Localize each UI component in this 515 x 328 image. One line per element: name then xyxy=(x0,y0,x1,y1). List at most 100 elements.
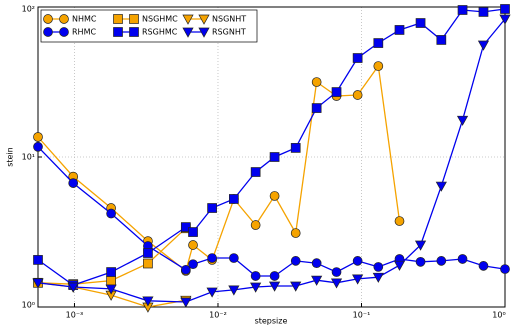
data-point xyxy=(331,87,342,97)
data-point xyxy=(456,115,469,126)
legend-label: RSGHMC xyxy=(142,28,178,37)
data-point xyxy=(352,274,364,285)
data-point xyxy=(207,203,217,213)
data-point xyxy=(142,296,154,307)
data-point xyxy=(207,253,217,263)
data-point xyxy=(180,297,192,308)
legend-marker xyxy=(43,14,53,24)
data-point xyxy=(206,287,218,298)
data-point xyxy=(290,256,301,266)
data-point xyxy=(477,40,490,51)
data-point xyxy=(415,18,426,28)
legend-label: RHMC xyxy=(72,28,96,37)
data-point xyxy=(290,228,301,238)
data-point xyxy=(68,178,79,188)
legend-marker xyxy=(129,27,139,37)
data-point xyxy=(229,253,239,263)
data-point xyxy=(250,167,261,177)
data-point xyxy=(394,216,405,226)
y-tick-label: 10² xyxy=(22,5,35,14)
legend-label: NSGNHT xyxy=(212,15,246,24)
x-axis-label: stepsize xyxy=(255,317,288,326)
data-point xyxy=(352,256,363,266)
legend-marker xyxy=(182,14,194,25)
legend-box xyxy=(40,9,258,43)
series-line xyxy=(37,8,506,286)
data-point xyxy=(180,222,191,232)
y-tick-label: 10⁰ xyxy=(22,301,35,310)
data-point xyxy=(106,267,116,277)
data-point xyxy=(188,259,198,270)
data-point xyxy=(457,5,468,15)
data-point xyxy=(330,278,343,289)
data-point xyxy=(33,141,43,152)
data-point xyxy=(229,194,239,204)
data-point xyxy=(331,267,342,277)
x-tick-label: 10⁻³ xyxy=(66,311,84,320)
x-tick-label: 10⁻² xyxy=(209,311,227,320)
legend-label: RSGNHT xyxy=(212,28,246,37)
data-point xyxy=(372,272,384,283)
data-point xyxy=(373,61,384,71)
data-point xyxy=(143,248,153,258)
legend-marker xyxy=(113,27,123,37)
data-point xyxy=(269,191,280,201)
series-line xyxy=(37,64,401,273)
legend-marker xyxy=(182,27,194,38)
legend-label: NSGHMC xyxy=(142,15,178,24)
data-point xyxy=(352,53,363,63)
legend-marker xyxy=(59,14,69,24)
x-tick-label: 10⁻¹ xyxy=(353,311,371,320)
data-point xyxy=(414,240,427,251)
y-axis-label: stein xyxy=(6,147,15,167)
data-point xyxy=(478,7,489,17)
data-point xyxy=(105,284,117,295)
data-point xyxy=(250,220,261,230)
data-point xyxy=(311,258,322,269)
data-point xyxy=(435,181,447,192)
data-point xyxy=(106,275,116,286)
series-line xyxy=(37,18,506,303)
data-point xyxy=(143,258,153,269)
data-point xyxy=(67,282,79,293)
data-point xyxy=(188,227,198,237)
data-point xyxy=(290,281,302,292)
data-point xyxy=(478,261,489,271)
data-point xyxy=(250,271,261,281)
data-point xyxy=(311,275,323,286)
legend-marker xyxy=(43,27,53,37)
legend-marker xyxy=(198,27,210,38)
data-point xyxy=(268,281,281,292)
data-point xyxy=(228,285,240,296)
data-point xyxy=(188,240,198,250)
data-point xyxy=(393,260,406,271)
data-point xyxy=(394,25,405,35)
data-point xyxy=(499,14,511,25)
plot-frame xyxy=(37,6,506,308)
legend-marker xyxy=(113,14,123,24)
data-point xyxy=(352,90,363,100)
data-point xyxy=(415,256,426,267)
data-point xyxy=(106,208,116,219)
data-point xyxy=(311,77,322,87)
data-point xyxy=(373,262,384,272)
data-point xyxy=(33,132,43,142)
legend-marker xyxy=(129,14,139,24)
data-point xyxy=(436,256,447,266)
data-point xyxy=(269,152,280,162)
data-point xyxy=(33,255,43,265)
legend-marker xyxy=(198,14,210,25)
data-point xyxy=(180,264,191,275)
legend-label: NHMC xyxy=(72,15,97,24)
data-point xyxy=(32,278,44,289)
data-point xyxy=(436,35,447,45)
y-tick-label: 10¹ xyxy=(22,153,35,162)
data-point xyxy=(311,103,322,113)
data-point xyxy=(457,254,468,264)
data-point xyxy=(500,264,510,274)
data-point xyxy=(500,4,510,14)
data-point xyxy=(373,38,384,48)
data-point xyxy=(290,143,301,153)
data-point xyxy=(269,271,280,281)
